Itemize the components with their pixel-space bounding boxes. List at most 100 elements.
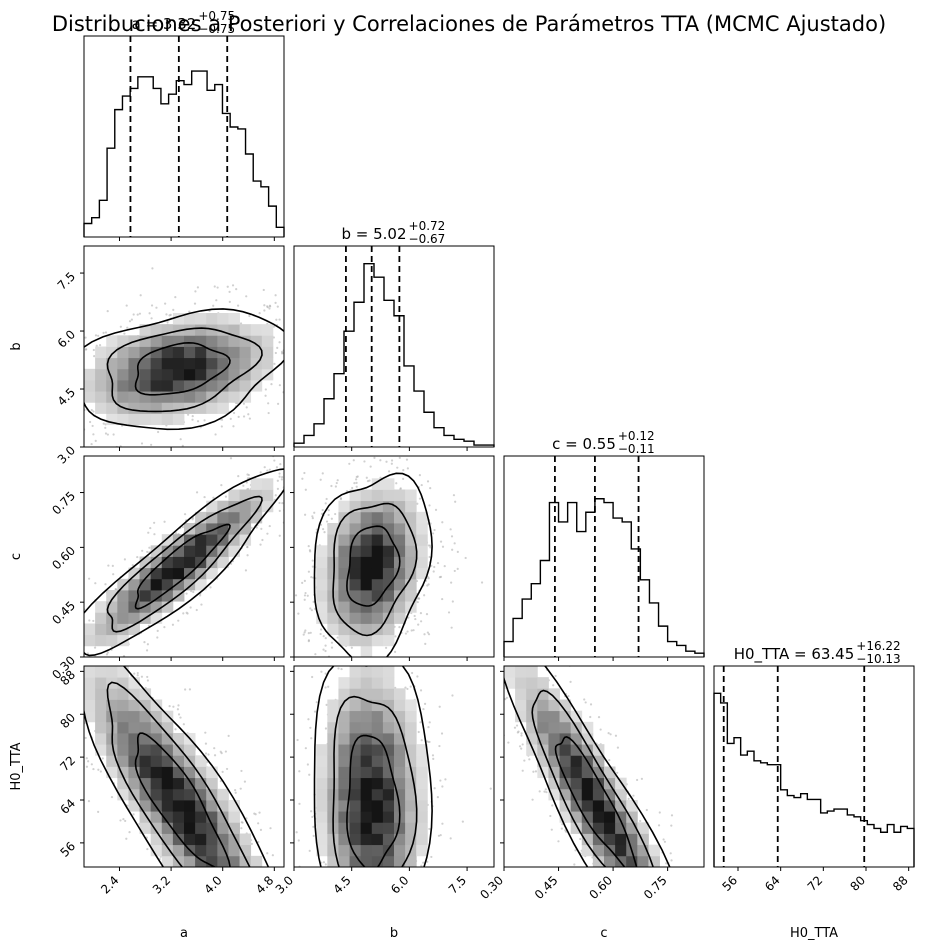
sample-point bbox=[285, 905, 287, 907]
density-cell bbox=[206, 313, 218, 325]
sample-point bbox=[320, 461, 322, 463]
sample-point bbox=[210, 897, 212, 899]
sample-point bbox=[392, 435, 394, 437]
sample-point bbox=[414, 948, 416, 950]
density-cell bbox=[184, 834, 196, 846]
sample-point bbox=[244, 898, 246, 900]
sample-point bbox=[48, 705, 50, 707]
density-cell bbox=[140, 800, 152, 812]
density-cell bbox=[338, 534, 350, 546]
sample-point bbox=[326, 498, 328, 500]
density-cell bbox=[195, 313, 207, 325]
density-cell bbox=[195, 834, 207, 846]
sample-point bbox=[291, 947, 293, 949]
sample-point bbox=[214, 433, 216, 435]
sample-point bbox=[241, 934, 243, 936]
density-cell bbox=[372, 557, 384, 569]
density-cell bbox=[251, 324, 263, 336]
sample-point bbox=[17, 717, 19, 719]
sample-point bbox=[438, 745, 440, 747]
density-cell bbox=[128, 380, 140, 392]
sample-point bbox=[383, 933, 385, 935]
sample-point bbox=[336, 482, 338, 484]
sample-point bbox=[172, 624, 174, 626]
sample-point bbox=[280, 784, 282, 786]
sample-point bbox=[276, 347, 278, 349]
sample-point bbox=[80, 590, 82, 592]
density-cell bbox=[316, 557, 328, 569]
density-cell bbox=[316, 601, 328, 613]
sample-point bbox=[182, 612, 184, 614]
sample-point bbox=[19, 359, 21, 361]
sample-point bbox=[385, 461, 387, 463]
sample-point bbox=[394, 651, 396, 653]
sample-point bbox=[376, 919, 378, 921]
sample-point bbox=[41, 626, 43, 628]
density-cell bbox=[151, 369, 163, 381]
sample-point bbox=[56, 698, 58, 700]
density-cell bbox=[173, 380, 185, 392]
sample-point bbox=[215, 299, 217, 301]
sample-point bbox=[370, 913, 372, 915]
density-cell bbox=[151, 380, 163, 392]
density-cell bbox=[117, 358, 129, 370]
sample-point bbox=[257, 933, 259, 935]
sample-point bbox=[81, 365, 83, 367]
sample-point bbox=[146, 848, 148, 850]
sample-point bbox=[408, 929, 410, 931]
sample-point bbox=[196, 874, 198, 876]
density-cell bbox=[372, 601, 384, 613]
sample-point bbox=[281, 868, 283, 870]
density-cell bbox=[84, 635, 96, 647]
title-minus-b: −0.67 bbox=[409, 232, 446, 246]
sample-point bbox=[307, 763, 309, 765]
sample-point bbox=[305, 438, 307, 440]
sample-point bbox=[434, 787, 436, 789]
sample-point bbox=[263, 309, 265, 311]
density-cell bbox=[361, 568, 373, 580]
sample-point bbox=[222, 873, 224, 875]
sample-point bbox=[379, 927, 381, 929]
sample-point bbox=[307, 468, 309, 470]
sample-point bbox=[23, 720, 25, 722]
sample-point bbox=[105, 432, 107, 434]
sample-point bbox=[154, 872, 156, 874]
density-cell bbox=[228, 313, 240, 325]
density-cell bbox=[140, 380, 152, 392]
sample-point bbox=[51, 392, 53, 394]
sample-point bbox=[372, 945, 374, 947]
sample-point bbox=[311, 515, 313, 517]
sample-point bbox=[190, 606, 192, 608]
sample-point bbox=[454, 501, 456, 503]
sample-point bbox=[279, 900, 281, 902]
sample-point bbox=[79, 675, 81, 677]
sample-point bbox=[385, 653, 387, 655]
sample-point bbox=[383, 903, 385, 905]
sample-point bbox=[246, 546, 248, 548]
density-cell bbox=[117, 666, 129, 678]
density-cell bbox=[95, 688, 107, 700]
density-cell bbox=[117, 601, 129, 613]
sample-point bbox=[226, 868, 228, 870]
sample-point bbox=[296, 831, 298, 833]
sample-point bbox=[451, 627, 453, 629]
density-cell bbox=[162, 722, 174, 734]
sample-point bbox=[388, 470, 390, 472]
density-cell bbox=[195, 845, 207, 857]
sample-point bbox=[279, 510, 281, 512]
density-cell bbox=[361, 534, 373, 546]
sample-point bbox=[309, 607, 311, 609]
sample-point bbox=[230, 918, 232, 920]
sample-point bbox=[60, 738, 62, 740]
sample-point bbox=[391, 463, 393, 465]
sample-point bbox=[351, 436, 353, 438]
density-cell bbox=[173, 845, 185, 857]
density-cell bbox=[195, 822, 207, 834]
density-cell bbox=[251, 380, 263, 392]
density-cell bbox=[206, 834, 218, 846]
sample-point bbox=[232, 425, 234, 427]
sample-point bbox=[440, 576, 442, 578]
sample-point bbox=[304, 321, 306, 323]
sample-point bbox=[309, 550, 311, 552]
sample-point bbox=[322, 528, 324, 530]
